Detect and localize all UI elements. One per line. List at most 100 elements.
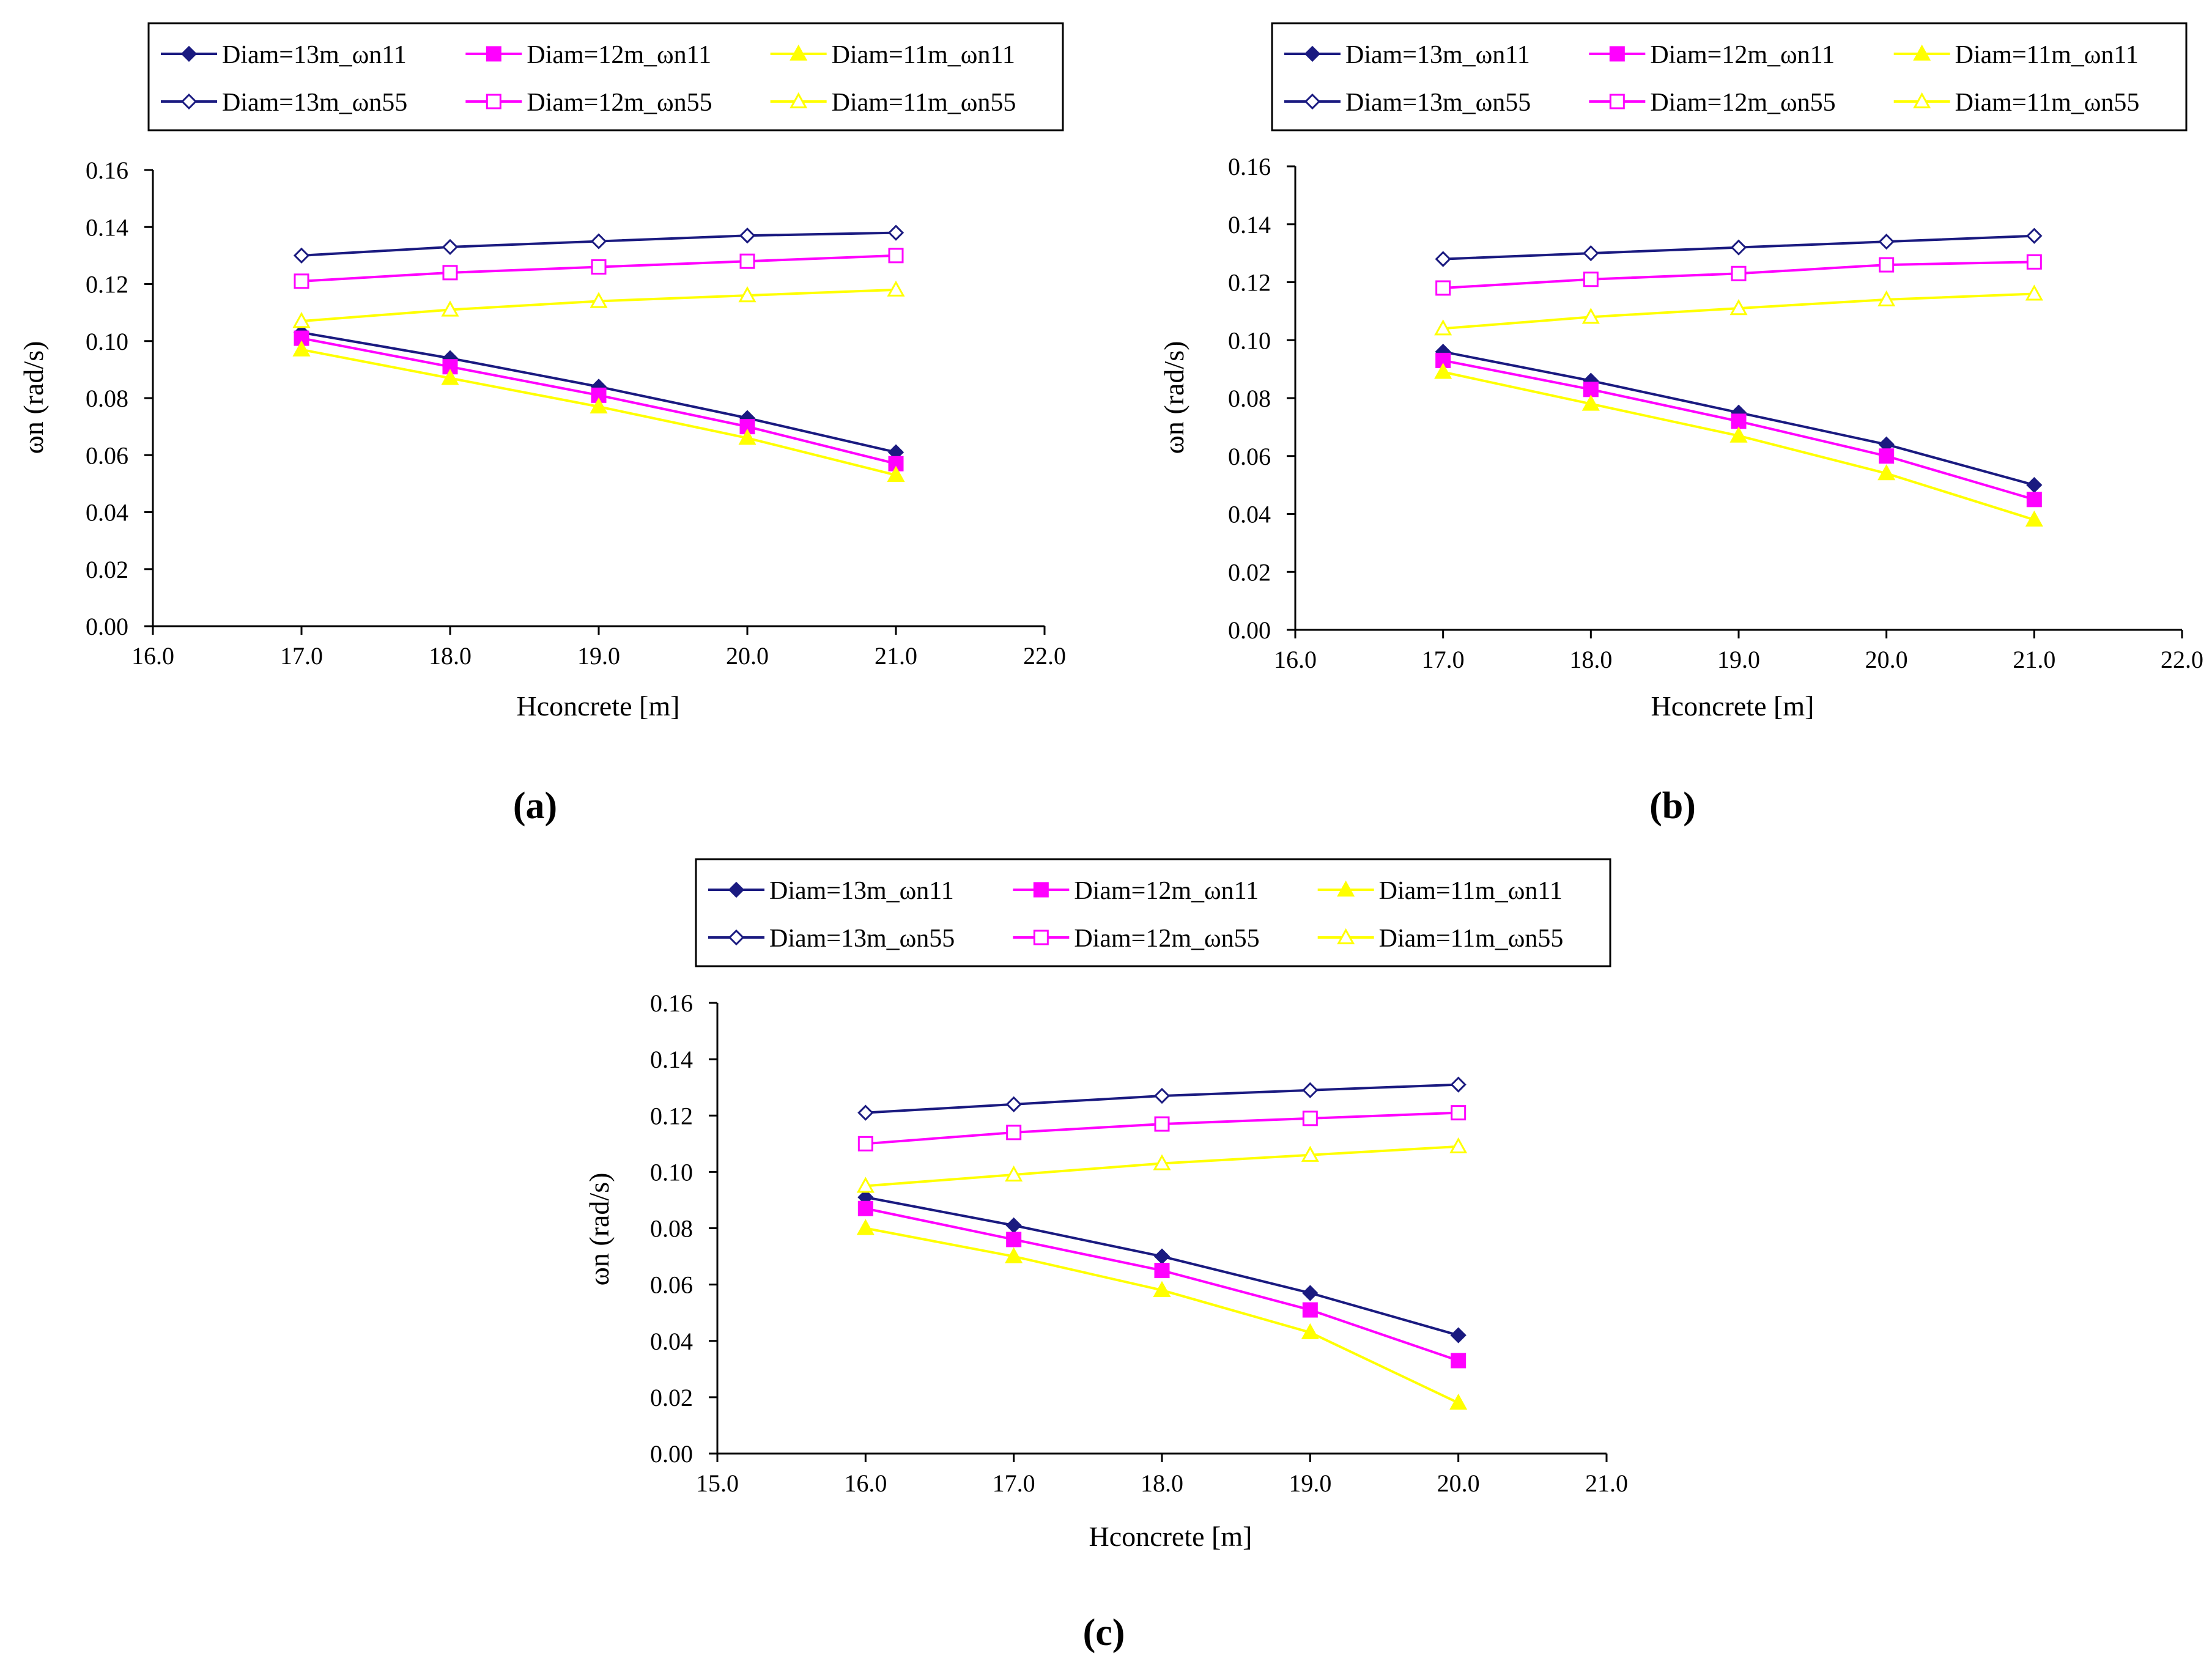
data-point	[1581, 308, 1600, 324]
y-tick-label: 0.08	[86, 385, 128, 412]
legend-label: Diam=11m_ωn11	[1955, 41, 2139, 69]
legend-box	[695, 858, 1611, 967]
data-point	[1879, 448, 1895, 464]
series-4	[293, 224, 904, 264]
y-axis-title: ωn (rad/s)	[583, 1173, 615, 1286]
series-2	[294, 330, 904, 471]
data-point	[856, 1219, 875, 1235]
y-tick-label: 0.10	[86, 328, 128, 355]
legend-item: Diam=13m_ωn11	[708, 877, 954, 905]
y-tick-label: 0.04	[1228, 501, 1271, 528]
y-tick-label: 0.12	[86, 271, 128, 298]
series-5	[294, 248, 904, 289]
legend-marker	[728, 929, 745, 946]
legend-marker	[1337, 928, 1355, 945]
legend-item: Diam=11m_ωn55	[1893, 89, 2140, 117]
x-axis-title: Hconcrete [m]	[1651, 690, 1814, 722]
data-point	[1153, 1154, 1171, 1170]
y-tick-label: 0.12	[1228, 269, 1271, 297]
legend-label: Diam=12m_ωn55	[1650, 89, 1835, 117]
series-6	[1434, 284, 2043, 336]
data-point	[1154, 1263, 1170, 1279]
y-tick-label: 0.06	[86, 442, 128, 469]
legend: Diam=13m_ωn11 Diam=12m_ωn11 Diam=11m_ωn11 D…	[147, 22, 1064, 131]
series-6	[292, 280, 905, 328]
chart-panel-3: 0.00 0.02 0.04 0.06 0.08 0.10 0.12 0.14 0.16 15.0…	[583, 858, 1628, 1654]
data-point	[1435, 251, 1451, 267]
x-tick-label: 21.0	[1585, 1469, 1628, 1497]
legend-marker	[180, 93, 198, 110]
data-point	[292, 312, 311, 328]
legend-item: Diam=13m_ωn11	[161, 41, 407, 69]
y-axis-title: ωn (rad/s)	[18, 341, 49, 454]
x-tick-label: 17.0	[280, 642, 323, 670]
x-tick-label: 16.0	[1274, 646, 1317, 673]
y-tick-label: 0.06	[1228, 443, 1271, 470]
data-point	[2026, 254, 2042, 270]
data-point	[2026, 492, 2042, 508]
data-point	[293, 247, 310, 264]
y-tick-label: 0.16	[86, 157, 128, 184]
legend-marker	[1304, 45, 1321, 62]
y-tick-label: 0.02	[650, 1384, 693, 1411]
legend-item: Diam=13m_ωn11	[1284, 41, 1530, 69]
series-5	[1435, 254, 2042, 296]
data-point	[887, 280, 905, 297]
data-point	[590, 233, 607, 249]
data-point	[1583, 245, 1599, 262]
data-point	[1153, 1248, 1171, 1265]
y-tick-label: 0.02	[1228, 558, 1271, 586]
data-point	[1006, 1125, 1022, 1140]
data-point	[591, 259, 607, 275]
data-point	[1449, 1137, 1468, 1154]
legend-label: Diam=11m_ωn55	[1955, 89, 2140, 117]
data-point	[739, 227, 756, 244]
legend-item: Diam=12m_ωn11	[1013, 877, 1259, 905]
data-point	[442, 265, 458, 281]
x-tick-label: 20.0	[1865, 646, 1908, 673]
data-point	[2025, 284, 2043, 301]
legend-marker	[1304, 93, 1321, 110]
data-point	[1877, 290, 1896, 307]
y-tick-label: 0.02	[86, 556, 128, 583]
legend: Diam=13m_ωn11 Diam=12m_ωn11 Diam=11m_ωn11 D…	[695, 858, 1611, 967]
data-point	[2026, 477, 2043, 493]
legend-item: Diam=12m_ωn55	[465, 89, 712, 117]
data-point	[590, 397, 608, 414]
series-4	[1435, 227, 2043, 267]
legend-label: Diam=13m_ωn11	[222, 41, 407, 69]
data-point	[1451, 1353, 1467, 1369]
panel-label: (b)	[1649, 785, 1696, 827]
data-point	[292, 340, 311, 357]
series-6	[856, 1137, 1468, 1193]
data-point	[1451, 1105, 1467, 1121]
data-point	[2026, 227, 2043, 244]
data-point	[1005, 1247, 1023, 1263]
legend-label: Diam=13m_ωn55	[1345, 89, 1531, 117]
legend-item: Diam=12m_ωn55	[1013, 925, 1260, 953]
y-tick-label: 0.16	[650, 989, 693, 1017]
series-4	[857, 1076, 1467, 1121]
data-point	[1581, 394, 1600, 411]
data-point	[857, 1200, 873, 1216]
x-tick-label: 17.0	[1422, 646, 1465, 673]
data-point	[1729, 299, 1748, 316]
legend-label: Diam=13m_ωn11	[1345, 41, 1530, 69]
series-2	[1435, 352, 2042, 508]
legend-marker	[1033, 882, 1049, 898]
legend-label: Diam=11m_ωn55	[832, 89, 1016, 117]
data-point	[888, 248, 904, 264]
data-point	[1731, 265, 1747, 281]
legend-marker	[1913, 92, 1931, 109]
legend-marker	[486, 46, 501, 62]
x-tick-label: 22.0	[1023, 642, 1066, 670]
data-point	[857, 1136, 873, 1151]
data-point	[1153, 1281, 1171, 1297]
data-point	[1729, 426, 1748, 443]
data-point	[1583, 382, 1599, 397]
legend-item: Diam=13m_ωn55	[1284, 89, 1531, 117]
chart-panel-2: 0.00 0.02 0.04 0.06 0.08 0.10 0.12 0.14 0.16 16.0…	[1158, 22, 2203, 827]
x-axis-title: Hconcrete [m]	[1089, 1521, 1252, 1552]
series-3	[292, 340, 905, 482]
legend-item: Diam=13m_ωn55	[161, 89, 407, 117]
